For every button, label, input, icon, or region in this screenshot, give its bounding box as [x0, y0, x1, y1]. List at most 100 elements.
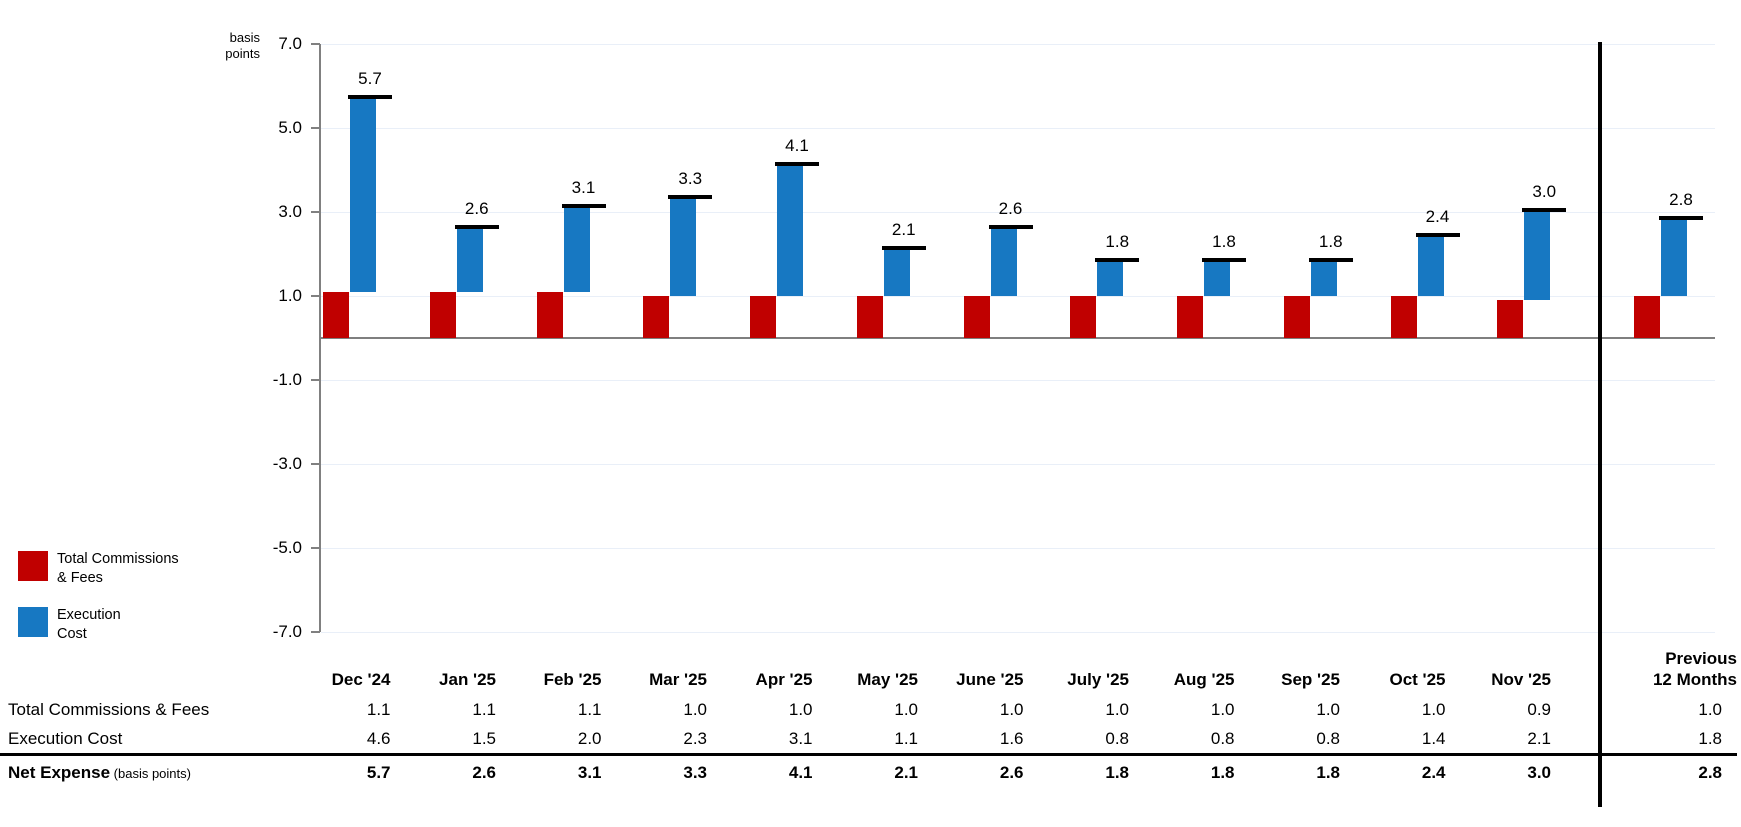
- bar-execution-cost: [456, 228, 483, 292]
- bar-execution-cost: [563, 207, 590, 292]
- table-cell-value: 1.0: [1105, 699, 1129, 719]
- table-cell-value: 0.8: [1105, 728, 1129, 748]
- data-table: Dec '24 Jan '25 Feb '25 Mar '25 Apr '25 May '…: [0, 648, 1737, 790]
- bar-total-commissions-fees: [1070, 296, 1097, 338]
- bar-total-commissions-fees: [963, 296, 990, 338]
- column-header-month: May '25: [857, 670, 918, 689]
- column-header-month: Jan '25: [439, 670, 496, 689]
- table-cell-value: 1.1: [472, 699, 496, 719]
- gridline: [321, 631, 1715, 633]
- net-expense-value-label: 1.8: [1105, 232, 1130, 252]
- y-axis-unit-line2: points: [225, 46, 260, 61]
- y-axis-tick: [311, 631, 320, 633]
- net-expense-value-label: 3.1: [571, 177, 596, 197]
- column-header-month: Sep '25: [1281, 670, 1340, 689]
- bar-total-commissions-fees: [750, 296, 776, 338]
- table-row: Execution Cost 4.6 1.5 2.0 2.3 3.1 1.1 1.6 0.8 0.…: [0, 724, 1737, 755]
- table-cell-value: 2.1: [812, 753, 918, 790]
- row-label: Net Expense (basis points): [0, 753, 285, 790]
- table-cell-value: 0.9: [1527, 699, 1551, 719]
- table-cell-value: 3.1: [496, 753, 602, 790]
- y-axis-unit-label: basis points: [190, 30, 260, 62]
- net-expense-value-label: 2.8: [1669, 190, 1693, 210]
- table-cell-value: 1.0: [894, 699, 918, 719]
- bar-execution-cost: [1417, 237, 1444, 296]
- table-body: Total Commissions & Fees 1.1 1.1 1.1 1.0 1.0 1…: [0, 695, 1737, 790]
- y-axis-tick-label: 5.0: [278, 118, 302, 137]
- net-expense-value-label: 3.0: [1532, 182, 1557, 201]
- table-cell-value: 3.1: [788, 728, 813, 748]
- table-cell-value: 1.0: [999, 699, 1024, 719]
- legend-label-line: Total Commissions: [57, 551, 179, 567]
- bar-execution-cost: [883, 249, 910, 296]
- net-expense-marker: [1308, 258, 1353, 263]
- column-header-month: July '25: [1067, 670, 1129, 689]
- net-expense-marker: [668, 195, 713, 200]
- gridline: [321, 295, 1715, 297]
- table-row: Net Expense (basis points) 5.7 2.6 3.1 3.3 4.…: [0, 753, 1737, 790]
- column-header-month: Nov '25: [1491, 670, 1551, 689]
- bar-execution-cost: [1524, 212, 1551, 301]
- gridline: [321, 44, 1715, 45]
- table-cell-value: 4.6: [366, 728, 391, 748]
- table-cell-value: 1.1: [366, 699, 391, 719]
- bar-total-commissions-fees: [1497, 300, 1524, 338]
- plot-area: 7.0 5.0 3.0 1.0 -1.0 -3.0 -5.0 -7.0 5.7 2.6 3.1 3.3…: [273, 34, 1715, 641]
- column-header-month: Dec '24: [331, 670, 391, 689]
- table-cell-value: 2.6: [918, 753, 1024, 790]
- table-cell-value: 1.6: [999, 728, 1024, 748]
- net-expense-value-label: 5.7: [358, 68, 382, 88]
- bar-total-commissions-fees: [1283, 296, 1310, 338]
- y-axis-tick-label: -7.0: [272, 622, 302, 641]
- bar-total-commissions-fees: [1390, 296, 1417, 338]
- net-expense-marker: [454, 224, 499, 229]
- bar-total-commissions-fees: [856, 296, 883, 338]
- table-cell-value: 1.0: [1316, 699, 1340, 719]
- table-cell-value: 1.0: [788, 699, 813, 719]
- net-expense-marker: [1659, 216, 1703, 221]
- column-header-month: June '25: [956, 670, 1024, 689]
- gridline: [321, 379, 1715, 381]
- y-axis-tick-label: 1.0: [278, 286, 302, 305]
- column-header-month: Mar '25: [649, 670, 707, 689]
- table-cell-value: 1.5: [472, 728, 496, 748]
- table-cell-value: 3.0: [1445, 753, 1551, 790]
- table-cell-value: 1.8: [1023, 753, 1129, 790]
- bar-total-commissions-fees: [536, 291, 563, 338]
- column-header-month: Aug '25: [1173, 670, 1235, 689]
- table-cell-value: 5.7: [285, 753, 391, 790]
- net-expense-value-label: 1.8: [1212, 232, 1236, 252]
- table-cell-value: 1.4: [1421, 728, 1446, 748]
- net-expense-value-label: 2.6: [998, 198, 1023, 218]
- bar-execution-cost: [1097, 262, 1124, 296]
- table-cell-value: 1.8: [1129, 753, 1235, 790]
- table-row: Total Commissions & Fees 1.1 1.1 1.1 1.0 1.0 1…: [0, 695, 1737, 724]
- y-axis-tick: [311, 211, 320, 213]
- table-cell-summary-value: 1.8: [1698, 728, 1722, 748]
- table-cell-value: 1.1: [577, 699, 602, 719]
- y-axis-tick: [311, 127, 320, 129]
- legend-label-line: & Fees: [57, 570, 103, 586]
- y-axis-tick-label: 3.0: [278, 202, 302, 221]
- y-axis-tick-label: -1.0: [272, 370, 302, 389]
- bar-execution-cost: [350, 98, 376, 292]
- row-label: Total Commissions & Fees: [8, 699, 210, 719]
- bar-execution-cost: [1661, 220, 1687, 296]
- table-cell-value: 2.4: [1340, 753, 1446, 790]
- table-cell-value: 2.6: [390, 753, 496, 790]
- bar-execution-cost: [990, 228, 1017, 296]
- column-header-month: Apr '25: [755, 670, 813, 689]
- period-separator-line: [1598, 42, 1602, 807]
- bar-total-commissions-fees: [323, 291, 349, 338]
- table-cell-value: 1.0: [1210, 699, 1235, 719]
- net-expense-value-label: 1.8: [1318, 232, 1343, 252]
- y-axis-tick-label: -3.0: [272, 454, 302, 473]
- net-expense-marker: [1202, 258, 1246, 263]
- net-expense-value-label: 3.3: [678, 169, 703, 189]
- net-expense-marker: [1095, 258, 1140, 263]
- column-header-previous-12-months: Previous 12 Months: [1652, 649, 1737, 689]
- net-expense-marker: [881, 245, 926, 250]
- y-axis-unit-line1: basis: [229, 30, 260, 45]
- net-expense-marker: [775, 161, 819, 166]
